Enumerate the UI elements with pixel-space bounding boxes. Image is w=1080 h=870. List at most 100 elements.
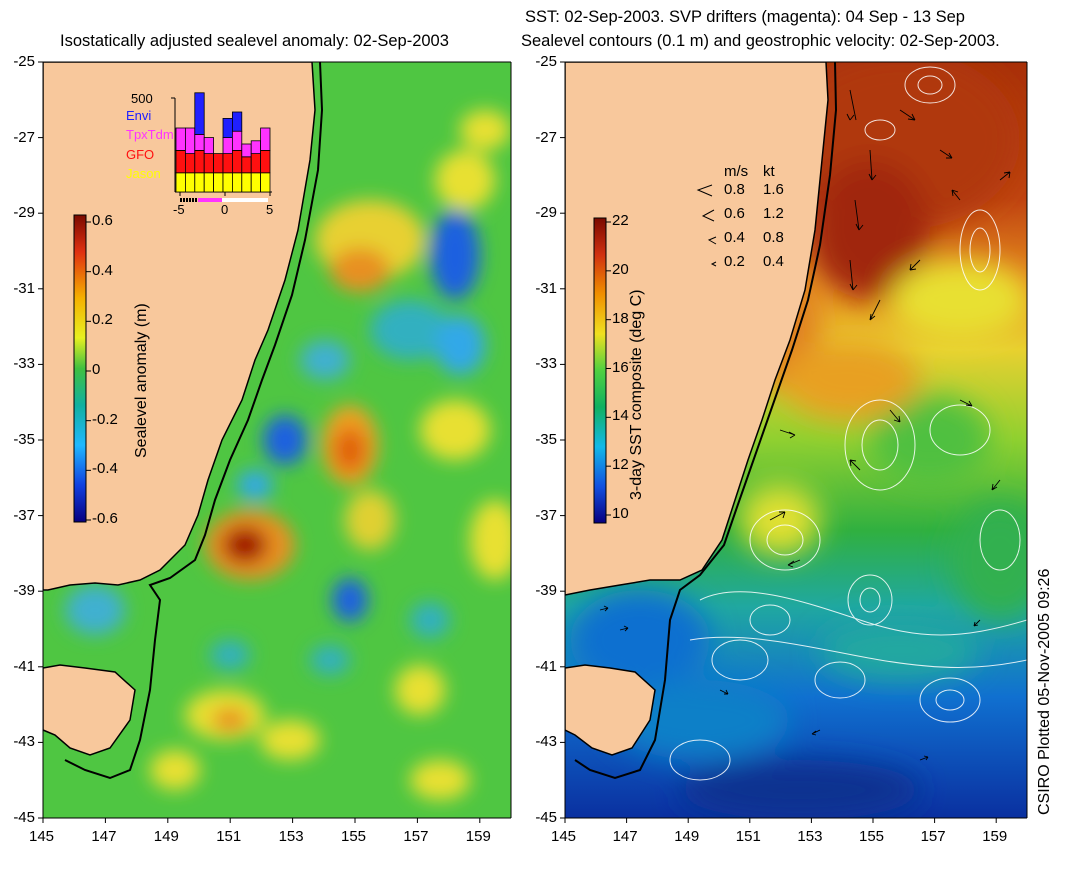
speed-legend-ms: 0.8 — [724, 181, 745, 198]
y-tick-label: -33 — [13, 355, 35, 373]
inset-bar-tpx — [250, 140, 261, 155]
speed-legend-kt: 0.8 — [763, 229, 784, 246]
x-tick-label: 153 — [797, 828, 823, 845]
x-tick-label: 147 — [91, 828, 117, 845]
y-tick-label: -43 — [535, 733, 557, 751]
y-tick-label: -37 — [535, 506, 557, 524]
x-tick-label: 153 — [278, 828, 304, 845]
colorbar-tick-label: 0.6 — [92, 212, 113, 229]
colorbar-tick-label: 22 — [612, 212, 629, 229]
y-tick-label: -25 — [535, 53, 557, 70]
inset-x-tick: 0 — [221, 202, 229, 217]
inset-bar-tpx — [194, 133, 205, 151]
speed-legend-header-kt: kt — [763, 163, 775, 180]
x-tick-label: 159 — [465, 828, 491, 845]
sla-map — [43, 62, 511, 818]
sla-colorbar-label: Sealevel anomaly (m) — [133, 303, 150, 458]
inset-bar-jason — [241, 172, 252, 193]
colorbar-tick-label: -0.2 — [92, 410, 118, 428]
inset-bar-jason — [260, 172, 271, 193]
right-axes — [560, 61, 1028, 823]
speed-legend-ms: 0.6 — [724, 205, 745, 222]
colorbar-tick-label: 0 — [92, 361, 101, 378]
inset-bar-jason — [231, 172, 243, 193]
y-tick-label: -31 — [13, 279, 35, 297]
sla-colorbar — [73, 214, 87, 523]
inset-x-tick: 5 — [266, 202, 274, 217]
speed-legend-kt: 1.2 — [763, 205, 784, 222]
inset-bar-jason — [184, 172, 196, 193]
colorbar-tick-label: 12 — [612, 456, 629, 474]
inset-bar-envi — [194, 92, 205, 135]
altimeter-inset — [171, 92, 272, 202]
y-tick-label: -45 — [13, 809, 35, 826]
y-tick-label: -27 — [13, 128, 35, 146]
inset-bar-jason — [250, 172, 261, 193]
x-tick-label: 157 — [403, 828, 429, 845]
sst-title-line2: Sealevel contours (0.1 m) and geostrophi… — [521, 32, 1000, 50]
inset-bar-envi — [231, 111, 243, 132]
y-tick-label: -41 — [535, 657, 557, 675]
inset-bar-tpx — [260, 127, 271, 151]
inset-bar-gfo — [222, 153, 233, 174]
inset-bar-gfo — [184, 153, 196, 174]
speed-legend-kt: 0.4 — [763, 253, 784, 270]
sst-map — [565, 62, 1027, 818]
inset-bar-jason — [175, 172, 186, 193]
y-tick-label: -31 — [535, 279, 557, 297]
y-tick-label: -39 — [13, 582, 35, 600]
credit-label: CSIRO Plotted 05-Nov-2005 09:26 — [1036, 568, 1053, 815]
inset-bar-gfo — [250, 153, 261, 174]
speed-legend-ms: 0.4 — [724, 229, 745, 246]
x-tick-label: 151 — [216, 828, 242, 845]
y-tick-label: -35 — [535, 431, 557, 448]
inset-bar-gfo — [194, 149, 205, 174]
speed-legend-kt: 1.6 — [763, 181, 784, 198]
colorbar-tick-label: 10 — [612, 505, 629, 522]
inset-bar-tpx — [231, 130, 243, 151]
y-tick-label: -25 — [13, 53, 35, 70]
x-tick-label: 155 — [859, 828, 885, 845]
inset-bar-gfo — [260, 149, 271, 174]
inset-bar-gfo — [175, 149, 186, 174]
inset-bar-tpx — [222, 137, 233, 155]
y-tick-label: -35 — [13, 431, 35, 448]
velocity-arrows — [599, 89, 1011, 761]
x-tick-label: 157 — [920, 828, 946, 845]
colorbar-tick-label: 18 — [612, 309, 629, 327]
inset-bar-gfo — [231, 149, 243, 174]
inset-legend-envi: Envi — [126, 108, 152, 123]
speed-legend-header-ms: m/s — [724, 163, 749, 180]
colorbar-tick-label: 0.4 — [92, 261, 113, 279]
sst-title-line1: SST: 02-Sep-2003. SVP drifters (magenta)… — [525, 8, 965, 26]
x-tick-label: 149 — [674, 828, 700, 845]
y-tick-label: -29 — [13, 204, 35, 222]
sst-colorbar-label: 3-day SST composite (deg C) — [628, 289, 645, 500]
colorbar-tick-label: 14 — [612, 407, 629, 425]
inset-legend-gfo: GFO — [126, 147, 155, 162]
inset-y-label: 500 — [131, 91, 153, 106]
y-tick-label: -43 — [13, 733, 35, 751]
y-tick-label: -29 — [535, 204, 557, 222]
inset-bar-jason — [194, 172, 205, 193]
y-tick-label: -45 — [535, 809, 557, 826]
inset-bar-gfo — [203, 153, 214, 174]
y-tick-label: -27 — [535, 128, 557, 146]
x-tick-label: 155 — [341, 828, 367, 845]
speed-legend-arrows — [696, 184, 717, 267]
x-tick-label: 147 — [612, 828, 638, 845]
sla-title: Isostatically adjusted sealevel anomaly:… — [60, 32, 449, 50]
y-tick-label: -41 — [13, 657, 35, 675]
colorbar-tick-label: 0.2 — [92, 311, 113, 329]
speed-legend-ms: 0.2 — [724, 253, 745, 270]
colorbar-tick-label: -0.4 — [92, 460, 118, 478]
colorbar-tick-label: 20 — [612, 260, 629, 278]
sst-colorbar — [593, 217, 607, 524]
inset-bar-tpx — [184, 127, 196, 155]
x-tick-label: 151 — [735, 828, 761, 845]
inset-bar-jason — [222, 172, 233, 193]
inset-legend-jason: Jason — [126, 166, 161, 181]
inset-bar-jason — [213, 172, 224, 193]
colorbar-tick-label: 16 — [612, 358, 629, 376]
left-axes — [38, 61, 512, 823]
